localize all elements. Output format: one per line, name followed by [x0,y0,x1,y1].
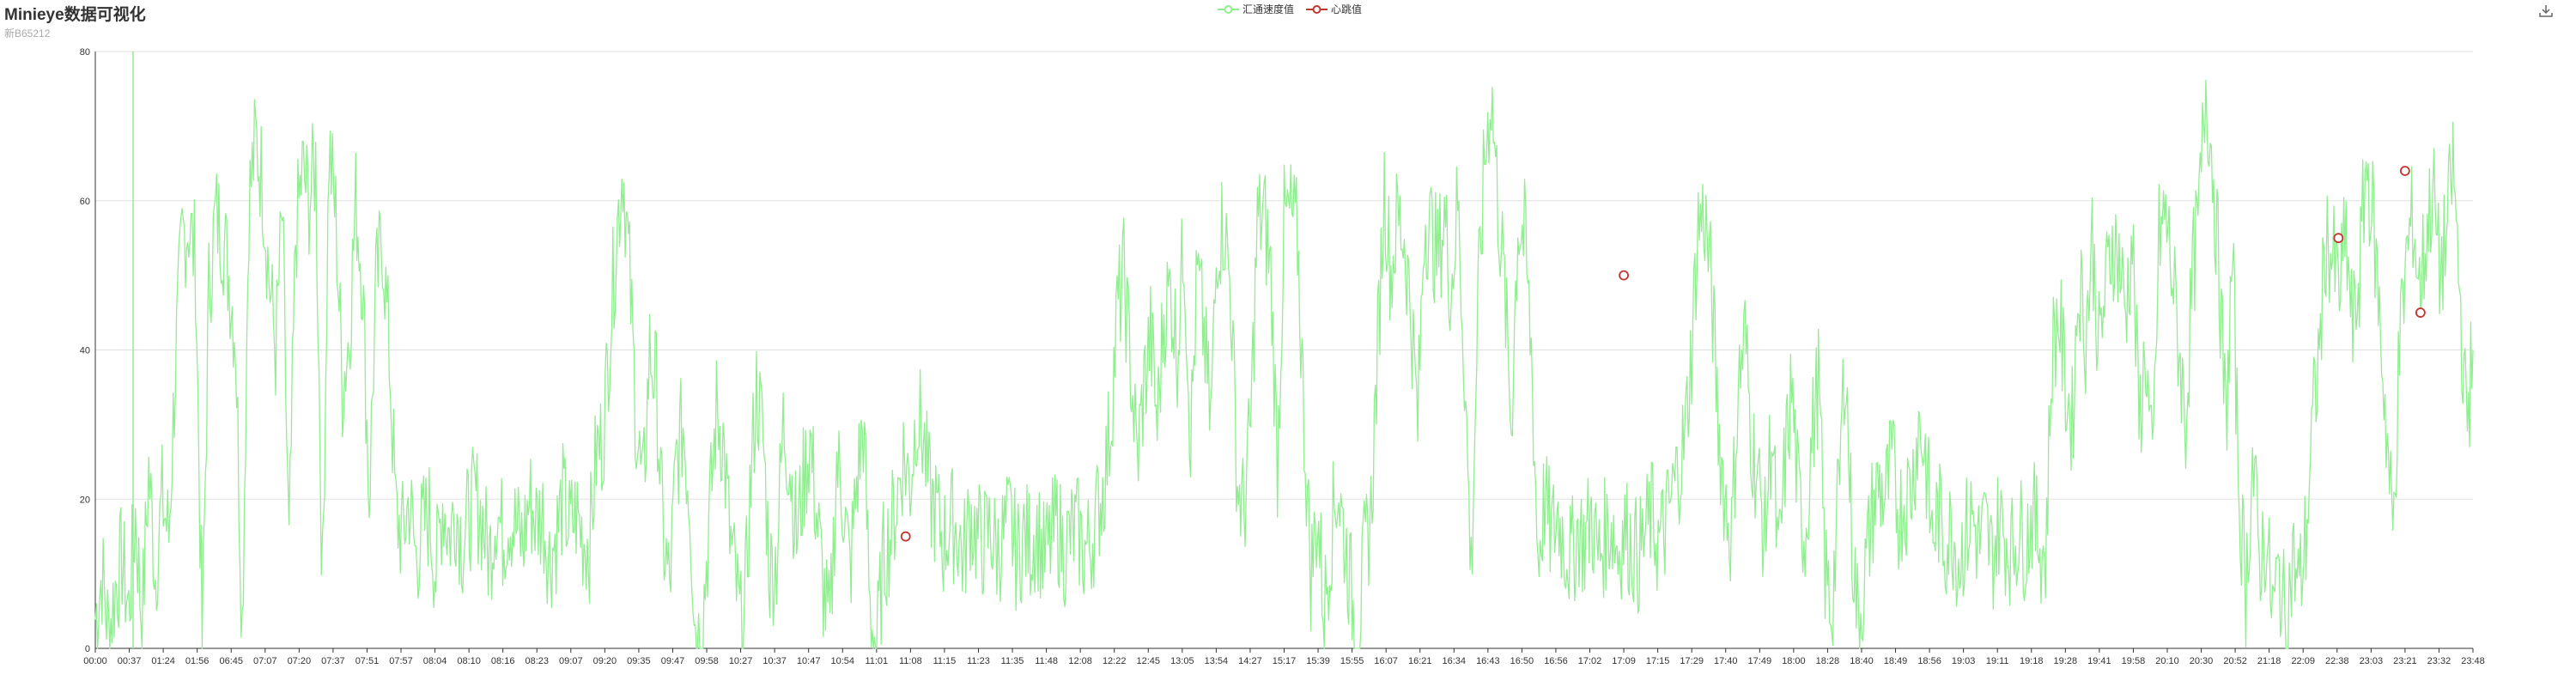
x-tick-label: 20:10 [2155,656,2179,666]
x-tick-label: 00:00 [83,656,107,666]
x-tick-label: 16:56 [1544,656,1568,666]
x-tick-label: 08:10 [457,656,481,666]
x-tick-label: 10:54 [830,656,854,666]
legend-item-heartbeat[interactable]: 心跳值 [1306,2,1362,16]
x-tick-label: 01:56 [185,656,210,666]
grid-lines [95,51,2473,500]
x-tick-label: 19:58 [2122,656,2146,666]
x-tick-label: 07:20 [288,656,312,666]
x-tick-label: 14:27 [1238,656,1262,666]
x-tick-label: 07:07 [253,656,277,666]
x-tick-label: 18:56 [1917,656,1941,666]
x-tick-label: 17:29 [1680,656,1704,666]
y-tick-label: 60 [80,197,90,207]
heartbeat-point [2415,307,2426,318]
x-tick-label: 11:08 [899,656,922,666]
x-tick-label: 09:35 [627,656,651,666]
x-tick-label: 15:55 [1340,656,1364,666]
x-tick-label: 15:17 [1273,656,1297,666]
x-tick-label: 07:57 [389,656,413,666]
x-tick-label: 01:24 [151,656,175,666]
x-tick-label: 06:45 [219,656,243,666]
x-tick-label: 13:54 [1205,656,1229,666]
x-tick-label: 16:43 [1476,656,1500,666]
axes [94,52,2474,653]
speed-series-line [94,79,2474,649]
series-layer [94,79,2474,649]
x-tick-label: 09:58 [695,656,719,666]
x-tick-label: 23:03 [2360,656,2384,666]
x-tick-label: 09:07 [559,656,583,666]
x-tick-label: 19:28 [2054,656,2078,666]
chart-subtitle: 新B65212 [4,27,51,40]
heartbeat-point [1619,270,1629,281]
y-tick-label: 40 [80,346,90,356]
x-tick-label: 07:37 [321,656,345,666]
x-tick-label: 10:37 [762,656,787,666]
x-tick-label: 21:18 [2257,656,2281,666]
y-tick-label: 80 [80,47,90,58]
heartbeat-point [2333,233,2344,244]
x-tick-label: 19:18 [2020,656,2044,666]
x-tick-label: 11:35 [1001,656,1024,666]
x-tick-label: 18:40 [1850,656,1874,666]
x-tick-label: 13:05 [1170,656,1194,666]
x-tick-label: 18:28 [1816,656,1840,666]
x-tick-label: 23:21 [2393,656,2417,666]
x-tick-label: 18:49 [1884,656,1908,666]
x-tick-label: 19:41 [2087,656,2111,666]
x-tick-label: 20:52 [2223,656,2247,666]
x-tick-label: 17:09 [1612,656,1636,666]
x-tick-labels: 00:00 00:37 01:24 01:56 06:45 07:07 07:20 07:37… [83,656,2485,666]
x-tick-label: 19:03 [1952,656,1976,666]
x-tick-label: 09:20 [593,656,617,666]
legend-label-speed: 汇通速度值 [1242,3,1295,15]
x-tick-label: 08:16 [491,656,515,666]
legend-label-heartbeat: 心跳值 [1331,3,1363,15]
x-tick-label: 23:48 [2461,656,2485,666]
x-tick-label: 16:50 [1510,656,1534,666]
legend-item-speed[interactable]: 汇通速度值 [1218,2,1294,16]
x-tick-label: 17:40 [1714,656,1738,666]
x-tick-label: 22:09 [2291,656,2315,666]
x-tick-label: 10:27 [729,656,753,666]
x-tick-label: 17:02 [1578,656,1602,666]
heartbeat-point [2399,166,2410,176]
x-tick-label: 20:30 [2190,656,2214,666]
legend: 汇通速度值 心跳值 [1218,2,1362,16]
x-tick-label: 17:49 [1748,656,1772,666]
x-tick-label: 11:23 [967,656,990,666]
x-tick-label: 16:07 [1374,656,1398,666]
x-tick-label: 10:47 [797,656,821,666]
x-tick-label: 00:37 [118,656,142,666]
download-icon[interactable] [2538,3,2554,19]
x-tick-label: 09:47 [661,656,685,666]
heartbeat-point [900,531,911,542]
y-tick-label: 0 [85,644,90,654]
x-tick-label: 16:34 [1443,656,1467,666]
x-tick-label: 22:38 [2325,656,2349,666]
x-tick-label: 12:08 [1068,656,1092,666]
x-tick-label: 23:32 [2427,656,2451,666]
x-tick-label: 07:51 [355,656,380,666]
x-tick-label: 12:22 [1103,656,1127,666]
x-tick-label: 15:39 [1306,656,1330,666]
x-tick-label: 08:23 [525,656,549,666]
x-tick-label: 12:45 [1137,656,1161,666]
x-tick-label: 18:00 [1782,656,1806,666]
x-tick-label: 16:21 [1408,656,1432,666]
x-tick-label: 17:15 [1646,656,1670,666]
legend-swatch-heartbeat [1306,4,1328,14]
x-tick-label: 11:15 [933,656,957,666]
legend-swatch-speed [1218,4,1239,14]
x-tick-label: 11:48 [1035,656,1058,666]
x-tick-label: 08:04 [423,656,447,666]
x-tick-label: 19:11 [1986,656,2009,666]
chart-title: Minieye数据可视化 [4,6,146,24]
y-tick-labels: 0 20 40 60 80 [80,47,90,654]
x-tick-label: 11:01 [865,656,888,666]
y-tick-label: 20 [80,495,90,505]
